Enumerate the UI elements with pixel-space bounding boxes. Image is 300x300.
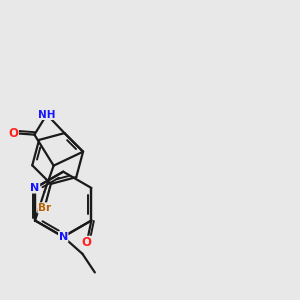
Text: NH: NH: [38, 110, 56, 119]
Text: N: N: [30, 183, 40, 193]
Text: O: O: [8, 127, 18, 140]
Text: O: O: [82, 236, 92, 249]
Text: N: N: [58, 232, 68, 242]
Text: Br: Br: [38, 203, 51, 213]
